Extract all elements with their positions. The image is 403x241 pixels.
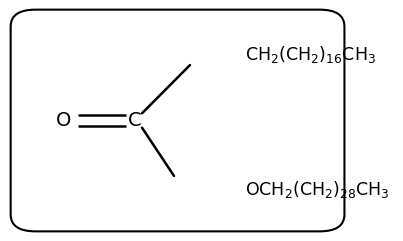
Text: OCH$_2$(CH$_2$)$_{28}$CH$_3$: OCH$_2$(CH$_2$)$_{28}$CH$_3$: [245, 179, 390, 200]
Text: CH$_2$(CH$_2$)$_{16}$CH$_3$: CH$_2$(CH$_2$)$_{16}$CH$_3$: [245, 44, 376, 65]
FancyBboxPatch shape: [10, 10, 345, 231]
Text: C: C: [128, 111, 142, 130]
Text: O: O: [56, 111, 72, 130]
